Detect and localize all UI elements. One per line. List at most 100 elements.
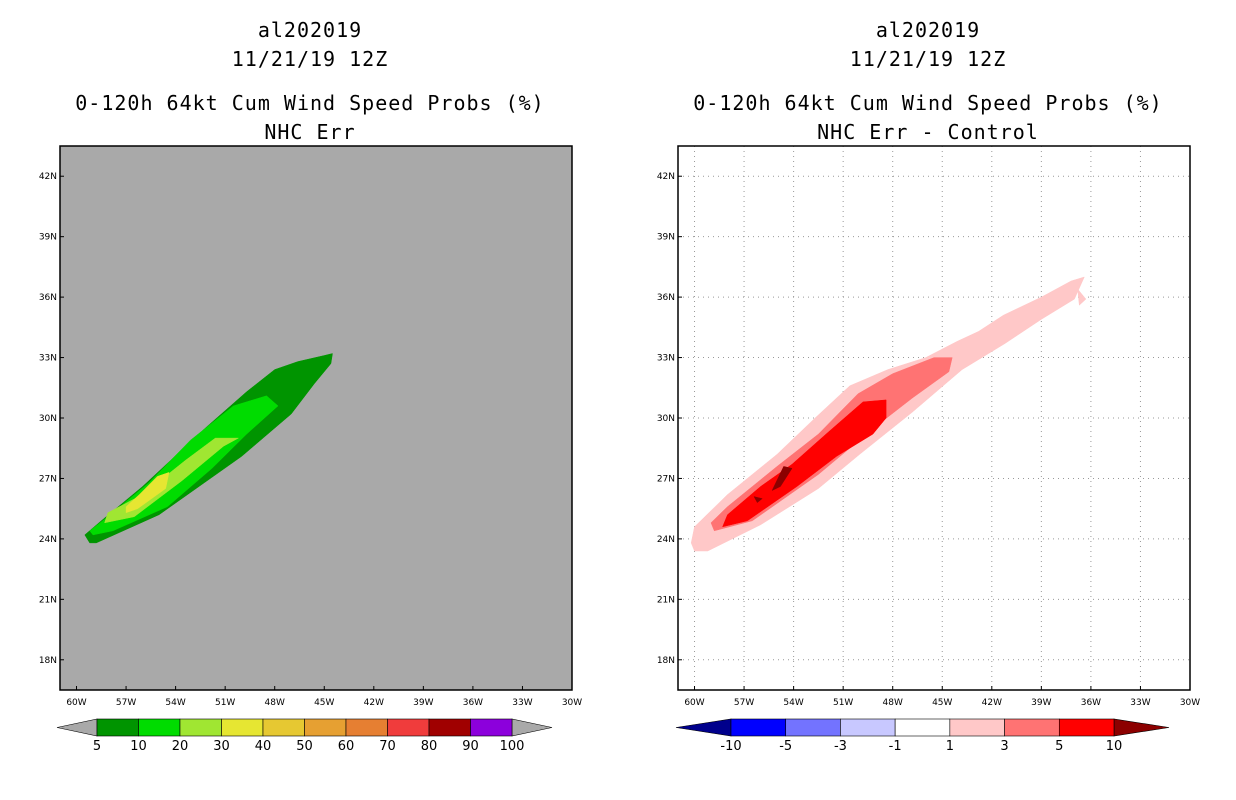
contour-5-10 bbox=[722, 399, 887, 528]
contour-1-3b bbox=[1077, 288, 1087, 306]
x-tick-label: 51W bbox=[833, 698, 853, 708]
colorbar: -10 -5 -3 -1 1 3 5 10 bbox=[675, 718, 1170, 754]
colorbar-label: 90 bbox=[462, 739, 479, 754]
y-tick-label: 33N bbox=[39, 354, 57, 364]
colorbar-label: 5 bbox=[93, 739, 101, 754]
colorbar-swatch bbox=[1058, 718, 1115, 737]
panel-left: 60W 57W 54W 51W 48W 45W 42W 39W 36W 33W 30W 42N 39N 3… bbox=[39, 145, 582, 754]
x-tick-label: 42W bbox=[982, 698, 1002, 708]
right-title-block: al202019 11/21/19 12Z bbox=[678, 16, 1178, 74]
colorbar-label: 40 bbox=[255, 739, 272, 754]
x-tick-label: 48W bbox=[883, 698, 903, 708]
colorbar-label: -3 bbox=[834, 739, 847, 754]
colorbar-swatch bbox=[428, 718, 471, 737]
y-tick-label: 39N bbox=[39, 233, 57, 243]
colorbar-label: 1 bbox=[946, 739, 954, 754]
x-tick-label: 42W bbox=[364, 698, 384, 708]
colorbar-swatch bbox=[221, 718, 264, 737]
colorbar-label: 70 bbox=[379, 739, 396, 754]
right-title-variant: NHC Err - Control bbox=[817, 120, 1039, 144]
colorbar-label: 3 bbox=[1000, 739, 1008, 754]
colorbar-label: -5 bbox=[779, 739, 792, 754]
y-tick-label: 27N bbox=[39, 474, 57, 484]
x-tick-label: 54W bbox=[783, 698, 803, 708]
x-tick-label: 45W bbox=[314, 698, 334, 708]
x-tick-label: 39W bbox=[413, 698, 433, 708]
colorbar: 5 10 20 30 40 50 60 70 80 90 100 bbox=[56, 718, 553, 754]
y-tick-label: 21N bbox=[39, 595, 57, 605]
y-tick-label: 24N bbox=[39, 535, 57, 545]
colorbar-right-arrow bbox=[511, 718, 553, 737]
colorbar-swatch bbox=[730, 718, 787, 737]
left-title-variant: NHC Err bbox=[264, 120, 356, 144]
y-tick-label: 18N bbox=[657, 656, 675, 666]
colorbar-swatch bbox=[785, 718, 841, 737]
x-tick-label: 30W bbox=[1180, 698, 1200, 708]
x-tick-label: 33W bbox=[512, 698, 532, 708]
colorbar-swatch bbox=[96, 718, 139, 737]
colorbar-swatch bbox=[840, 718, 896, 737]
left-title-product: 0-120h 64kt Cum Wind Speed Probs (%) bbox=[75, 91, 545, 115]
colorbar-swatch bbox=[387, 718, 430, 737]
x-tick-label: 30W bbox=[562, 698, 582, 708]
x-tick-label: 60W bbox=[684, 698, 704, 708]
x-tick-label: 57W bbox=[734, 698, 754, 708]
y-tick-label: 18N bbox=[39, 656, 57, 666]
x-tick-label: 60W bbox=[66, 698, 86, 708]
x-tick-label: 57W bbox=[116, 698, 136, 708]
colorbar-label: -10 bbox=[720, 739, 741, 754]
colorbar-left-arrow bbox=[675, 718, 732, 737]
y-tick-label: 33N bbox=[657, 354, 675, 364]
contour->10 bbox=[771, 466, 793, 491]
x-tick-label: 54W bbox=[165, 698, 185, 708]
colorbar-swatch bbox=[304, 718, 347, 737]
colorbar-swatch bbox=[262, 718, 305, 737]
x-tick-label: 51W bbox=[215, 698, 235, 708]
y-tick-label: 42N bbox=[657, 172, 675, 182]
colorbar-label: 30 bbox=[213, 739, 230, 754]
right-title-date: 11/21/19 12Z bbox=[849, 47, 1007, 71]
x-tick-label: 33W bbox=[1130, 698, 1150, 708]
y-tick-label: 30N bbox=[39, 414, 57, 424]
colorbar-swatch bbox=[1004, 718, 1060, 737]
plot-background bbox=[60, 146, 572, 690]
colorbar-swatch bbox=[894, 718, 951, 737]
left-title-block: al202019 11/21/19 12Z bbox=[60, 16, 560, 74]
x-tick-label: 48W bbox=[265, 698, 285, 708]
colorbar-swatch bbox=[345, 718, 388, 737]
x-tick-label: 36W bbox=[1081, 698, 1101, 708]
colorbar-label: 80 bbox=[421, 739, 438, 754]
y-tick-label: 36N bbox=[39, 293, 57, 303]
colorbar-label: 5 bbox=[1055, 739, 1063, 754]
colorbar-label: 100 bbox=[500, 739, 525, 754]
y-tick-label: 42N bbox=[39, 172, 57, 182]
right-title-storm: al202019 bbox=[875, 18, 981, 42]
contour->10b bbox=[753, 496, 763, 503]
colorbar-right-arrow bbox=[1113, 718, 1170, 737]
colorbar-label: 60 bbox=[338, 739, 355, 754]
x-tick-label: 36W bbox=[463, 698, 483, 708]
colorbar-swatch bbox=[470, 718, 513, 737]
colorbar-swatch bbox=[949, 718, 1005, 737]
colorbar-label: -1 bbox=[889, 739, 902, 754]
contour-30-40 bbox=[125, 472, 170, 513]
y-tick-label: 39N bbox=[657, 233, 675, 243]
colorbar-label: 10 bbox=[130, 739, 147, 754]
x-tick-label: 45W bbox=[932, 698, 952, 708]
y-tick-label: 27N bbox=[657, 474, 675, 484]
y-tick-label: 24N bbox=[657, 535, 675, 545]
colorbar-label: 50 bbox=[296, 739, 313, 754]
y-tick-label: 30N bbox=[657, 414, 675, 424]
panel-right: 60W 57W 54W 51W 48W 45W 42W 39W 36W 33W 30W 42N 39N 3… bbox=[657, 145, 1200, 754]
colorbar-swatch bbox=[138, 718, 181, 737]
right-title-product: 0-120h 64kt Cum Wind Speed Probs (%) bbox=[693, 91, 1163, 115]
colorbar-swatch bbox=[179, 718, 222, 737]
y-tick-label: 21N bbox=[657, 595, 675, 605]
left-title-date: 11/21/19 12Z bbox=[231, 47, 389, 71]
colorbar-label: 20 bbox=[172, 739, 189, 754]
y-tick-label: 36N bbox=[657, 293, 675, 303]
left-title-storm: al202019 bbox=[257, 18, 363, 42]
colorbar-label: 10 bbox=[1106, 739, 1123, 754]
x-tick-label: 39W bbox=[1031, 698, 1051, 708]
